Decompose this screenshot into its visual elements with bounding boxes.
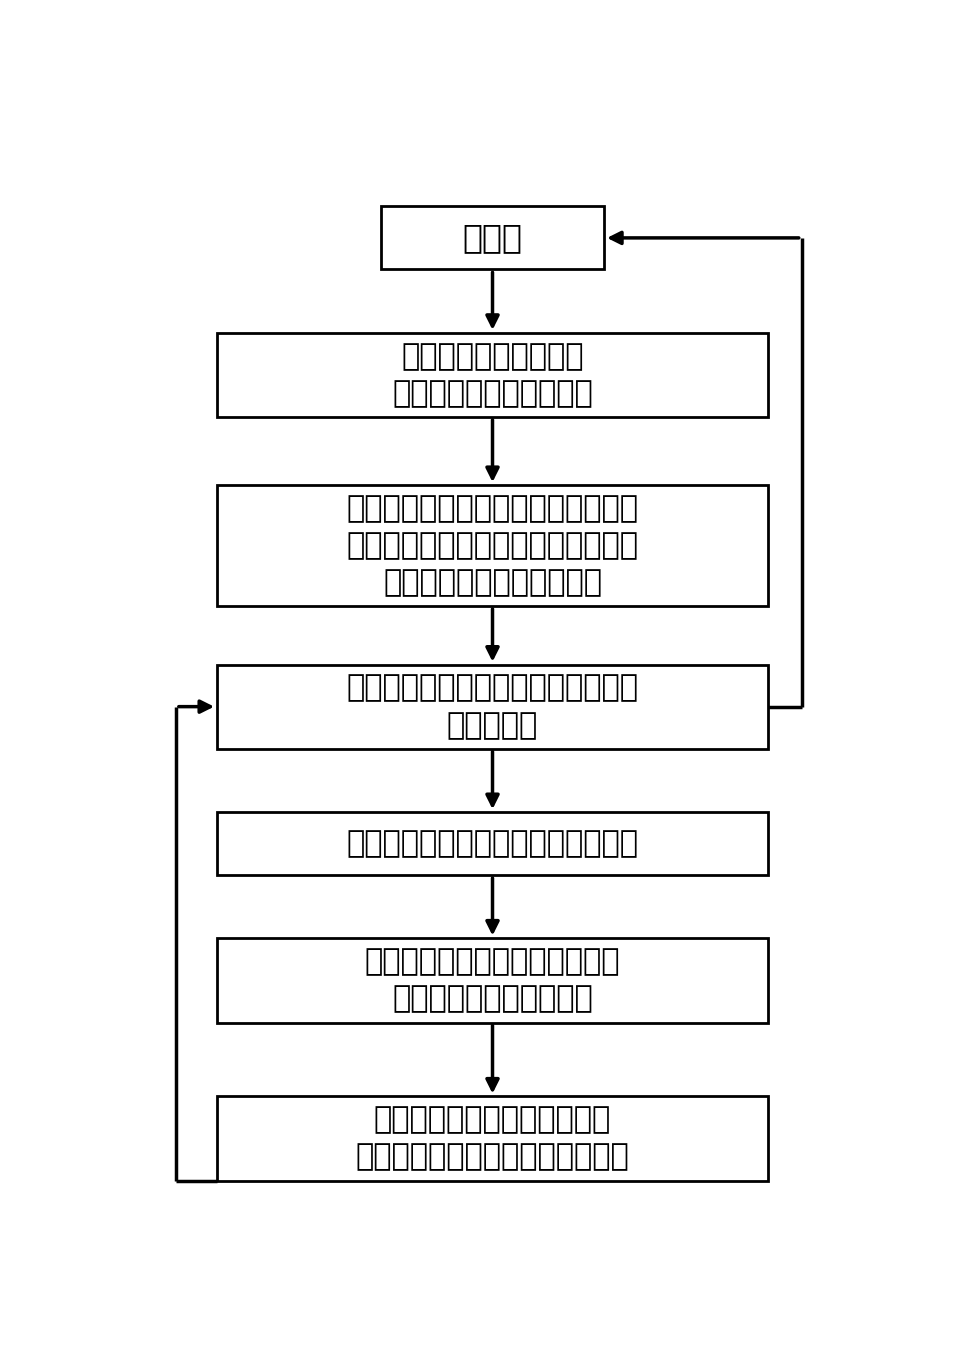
FancyBboxPatch shape	[217, 665, 768, 748]
Text: 依据器件温度值与环境温度差值
动态调整风机浮动转速值: 依据器件温度值与环境温度差值 动态调整风机浮动转速值	[365, 948, 620, 1014]
Text: 初始化: 初始化	[462, 222, 523, 254]
Text: 依据环境温度值确定风机基础转速值: 依据环境温度值确定风机基础转速值	[347, 829, 638, 858]
FancyBboxPatch shape	[217, 332, 768, 417]
FancyBboxPatch shape	[217, 1096, 768, 1181]
Text: 读取不同速度段基础转速设定值、模
块温度变化阀值、不同速度段浮动转
速计算函数等关键控制参数: 读取不同速度段基础转速设定值、模 块温度变化阀值、不同速度段浮动转 速计算函数等…	[347, 494, 638, 596]
Text: 依据风机设定转速和风机测量
转速值差值逐步调整风机占空比值: 依据风机设定转速和风机测量 转速值差值逐步调整风机占空比值	[356, 1105, 629, 1171]
FancyBboxPatch shape	[217, 484, 768, 606]
FancyBboxPatch shape	[217, 938, 768, 1023]
FancyBboxPatch shape	[217, 813, 768, 876]
Text: 读取环境温度范围设定
阀值、风机转速范围阀值: 读取环境温度范围设定 阀值、风机转速范围阀值	[392, 342, 593, 408]
FancyBboxPatch shape	[381, 207, 604, 269]
Text: 采集环境温度值、模块器件温度值、
风机转速值: 采集环境温度值、模块器件温度值、 风机转速值	[347, 673, 638, 740]
